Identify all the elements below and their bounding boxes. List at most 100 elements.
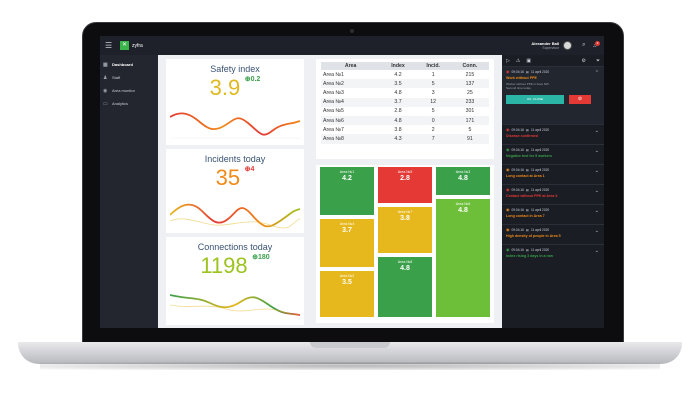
kpi-number: 3.9 (209, 75, 241, 100)
incidents-today-card[interactable]: Incidents today 35 ⊕4 (166, 149, 304, 233)
top-bar: ☰ ✕ zyfra Alexander Ball Supervisor ⌕ ♫ 3 (100, 36, 604, 55)
bell-icon[interactable]: ♫ 3 (592, 40, 600, 49)
table-row[interactable]: Area №3 4.8 3 25 (321, 88, 489, 97)
chevron-down-icon[interactable]: ⌄ (594, 208, 599, 214)
alert-item[interactable]: ◉ 09:04:16 ▤ 11 april 2020 High density of p… (502, 224, 604, 244)
treemap-tile[interactable]: Area №1 4.2 (320, 167, 374, 215)
block-button[interactable]: ⊘ (569, 95, 591, 104)
table-cell: 91 (450, 134, 489, 144)
table-row[interactable]: Area №2 3.5 5 137 (321, 79, 489, 89)
kpi-value: 1198 ⊕180 (166, 253, 304, 279)
sidebar-item-label: Staff (112, 75, 121, 80)
gear-icon[interactable]: ⚙ (581, 57, 586, 64)
table-row[interactable]: Area №8 4.3 7 91 (321, 134, 489, 144)
alert-date: 11 april 2020 (530, 227, 550, 232)
treemap-tile[interactable]: Area №6 4.8 (436, 199, 490, 317)
chevron-up-icon[interactable]: ⌃ (594, 70, 599, 76)
table-cell: 7 (415, 134, 451, 144)
chevron-down-icon[interactable]: ⌄ (594, 168, 599, 174)
table-row[interactable]: Area №4 3.7 12 233 (321, 97, 489, 107)
table-cell: Area №1 (323, 71, 344, 78)
table-cell: 1 (431, 71, 435, 78)
table-cell: 3.8 (394, 126, 402, 133)
alerts-panel: ▷ ⚠ ▣ ⚙ ⏷ ◉ 09:04:16 ▤ 11 april 2020 Wor… (502, 55, 604, 328)
treemap-tile[interactable]: Area №7 3.8 (378, 207, 432, 253)
alert-text: Negative test for 5 workers (506, 154, 552, 158)
treemap-tile[interactable]: Area №8 4.8 (378, 257, 432, 317)
alert-item[interactable]: ◉ 09:04:16 ▤ 11 april 2020 Disease confirmed… (502, 124, 604, 144)
treemap-tile[interactable]: Area №2 3.5 (320, 271, 374, 317)
avatar[interactable] (563, 41, 573, 50)
chevron-down-icon[interactable]: ⌄ (594, 188, 599, 194)
sidebar-item-area-monitor[interactable]: ◉ Area monitor (100, 84, 158, 97)
chevron-down-icon[interactable]: ⌄ (594, 148, 599, 154)
table-cell: Area №5 (323, 108, 344, 115)
table-cell: 25 (467, 89, 473, 96)
connections-today-card[interactable]: Connections today 1198 ⊕180 (166, 237, 304, 325)
table-row[interactable]: Area №7 3.8 2 5 (321, 125, 489, 134)
chevron-down-icon[interactable]: ⌄ (594, 228, 599, 234)
connections-sparkline (170, 294, 300, 316)
alert-icon[interactable]: ⚠ (515, 57, 521, 64)
alert-item[interactable]: ◉ 09:04:16 ▤ 11 april 2020 Long contact in A… (502, 204, 604, 224)
hamburger-menu-icon[interactable]: ☰ (105, 41, 113, 50)
chevron-down-icon[interactable]: ⌄ (594, 128, 599, 134)
laptop-shadow (40, 362, 660, 370)
calendar-icon: ▤ (525, 167, 529, 172)
table-cell: 4.8 (380, 115, 416, 126)
card-title: Incidents today (204, 154, 266, 164)
tile-name: Area №7 (397, 210, 413, 214)
table-row[interactable]: Area №6 4.8 0 171 (321, 115, 489, 126)
alert-meta: ◉ 09:04:16 ▤ 11 april 2020 (506, 127, 600, 132)
table-row[interactable]: Area №5 2.8 5 301 (321, 107, 489, 116)
sidebar-item-analytics[interactable]: ▭ Analytics (100, 97, 158, 110)
lock-icon[interactable]: ▣ (526, 57, 532, 64)
treemap-tile[interactable]: Area №3 4.8 (436, 167, 490, 195)
calendar-icon: ▤ (525, 227, 529, 232)
alert-date: 11 april 2020 (530, 69, 550, 74)
sidebar-item-label: Dashboard (112, 62, 133, 67)
alert-desc-line: Worker without PPE in Area №5. (506, 82, 550, 86)
table-cell: 2.8 (394, 108, 402, 115)
notification-badge: 3 (595, 40, 600, 46)
video-icon[interactable]: ▷ (506, 57, 510, 64)
alert-meta: ◉ 09:04:16 ▤ 11 april 2020 (506, 247, 600, 252)
treemap-tile[interactable]: Area №4 3.7 (320, 219, 374, 267)
status-icon: ◉ (506, 227, 510, 232)
sidebar-item-staff[interactable]: ♟ Staff (100, 71, 158, 84)
alert-meta: ◉ 09:04:16 ▤ 11 april 2020 (506, 227, 600, 232)
calendar-icon: ▤ (525, 187, 529, 192)
table-row[interactable]: Area №1 4.2 1 215 (321, 70, 489, 79)
alert-date: 11 april 2020 (530, 247, 550, 252)
chevron-down-icon[interactable]: ⌄ (594, 248, 599, 254)
sidebar-item-dashboard[interactable]: ▦ Dashboard (100, 58, 158, 71)
table-cell: Area №4 (321, 97, 381, 107)
alert-meta: ◉ 09:04:16 ▤ 11 april 2020 (506, 147, 600, 152)
status-icon: ◉ (506, 207, 510, 212)
alert-item[interactable]: ◉ 09:04:16 ▤ 11 april 2020 Negative test for… (502, 144, 604, 164)
screen: ☰ ✕ zyfra Alexander Ball Supervisor ⌕ ♫ 3… (100, 36, 604, 328)
safety-index-card[interactable]: Safety index 3.9 ⊕0.2 (166, 59, 304, 145)
calendar-icon: ▤ (525, 247, 529, 252)
filter-icon[interactable]: ⏷ (595, 57, 600, 64)
column-header[interactable]: Index (380, 62, 416, 70)
column-header[interactable]: Incid. (415, 62, 451, 70)
user-role: Supervisor (542, 46, 560, 50)
alert-item[interactable]: ◉ 09:04:16 ▤ 11 april 2020 Contact without P… (502, 184, 604, 204)
column-header[interactable]: Conn. (450, 62, 489, 70)
people-icon: ♟ (103, 74, 108, 81)
alert-item-expanded[interactable]: ◉ 09:04:16 ▤ 11 april 2020 Work without … (502, 66, 604, 124)
ok-close-button[interactable]: OK, CLOSE (506, 95, 564, 104)
column-header[interactable]: Area (321, 62, 381, 70)
kpi-number: 35 (215, 165, 241, 190)
status-icon: ◉ (506, 167, 510, 172)
pin-icon: ◉ (103, 87, 108, 94)
treemap-tile[interactable]: Area №5 2.8 (378, 167, 432, 203)
search-icon[interactable]: ⌕ (582, 42, 586, 48)
alert-item[interactable]: ◉ 09:04:16 ▤ 11 april 2020 Long contact at A… (502, 164, 604, 184)
alert-meta: ◉ 09:04:16 ▤ 11 april 2020 (506, 167, 600, 172)
tile-name: Area №6 (455, 202, 471, 206)
tile-value: 3.7 (342, 227, 352, 234)
alert-item[interactable]: ◉ 09:04:16 ▤ 11 april 2020 Index rising 3 da… (502, 244, 604, 264)
